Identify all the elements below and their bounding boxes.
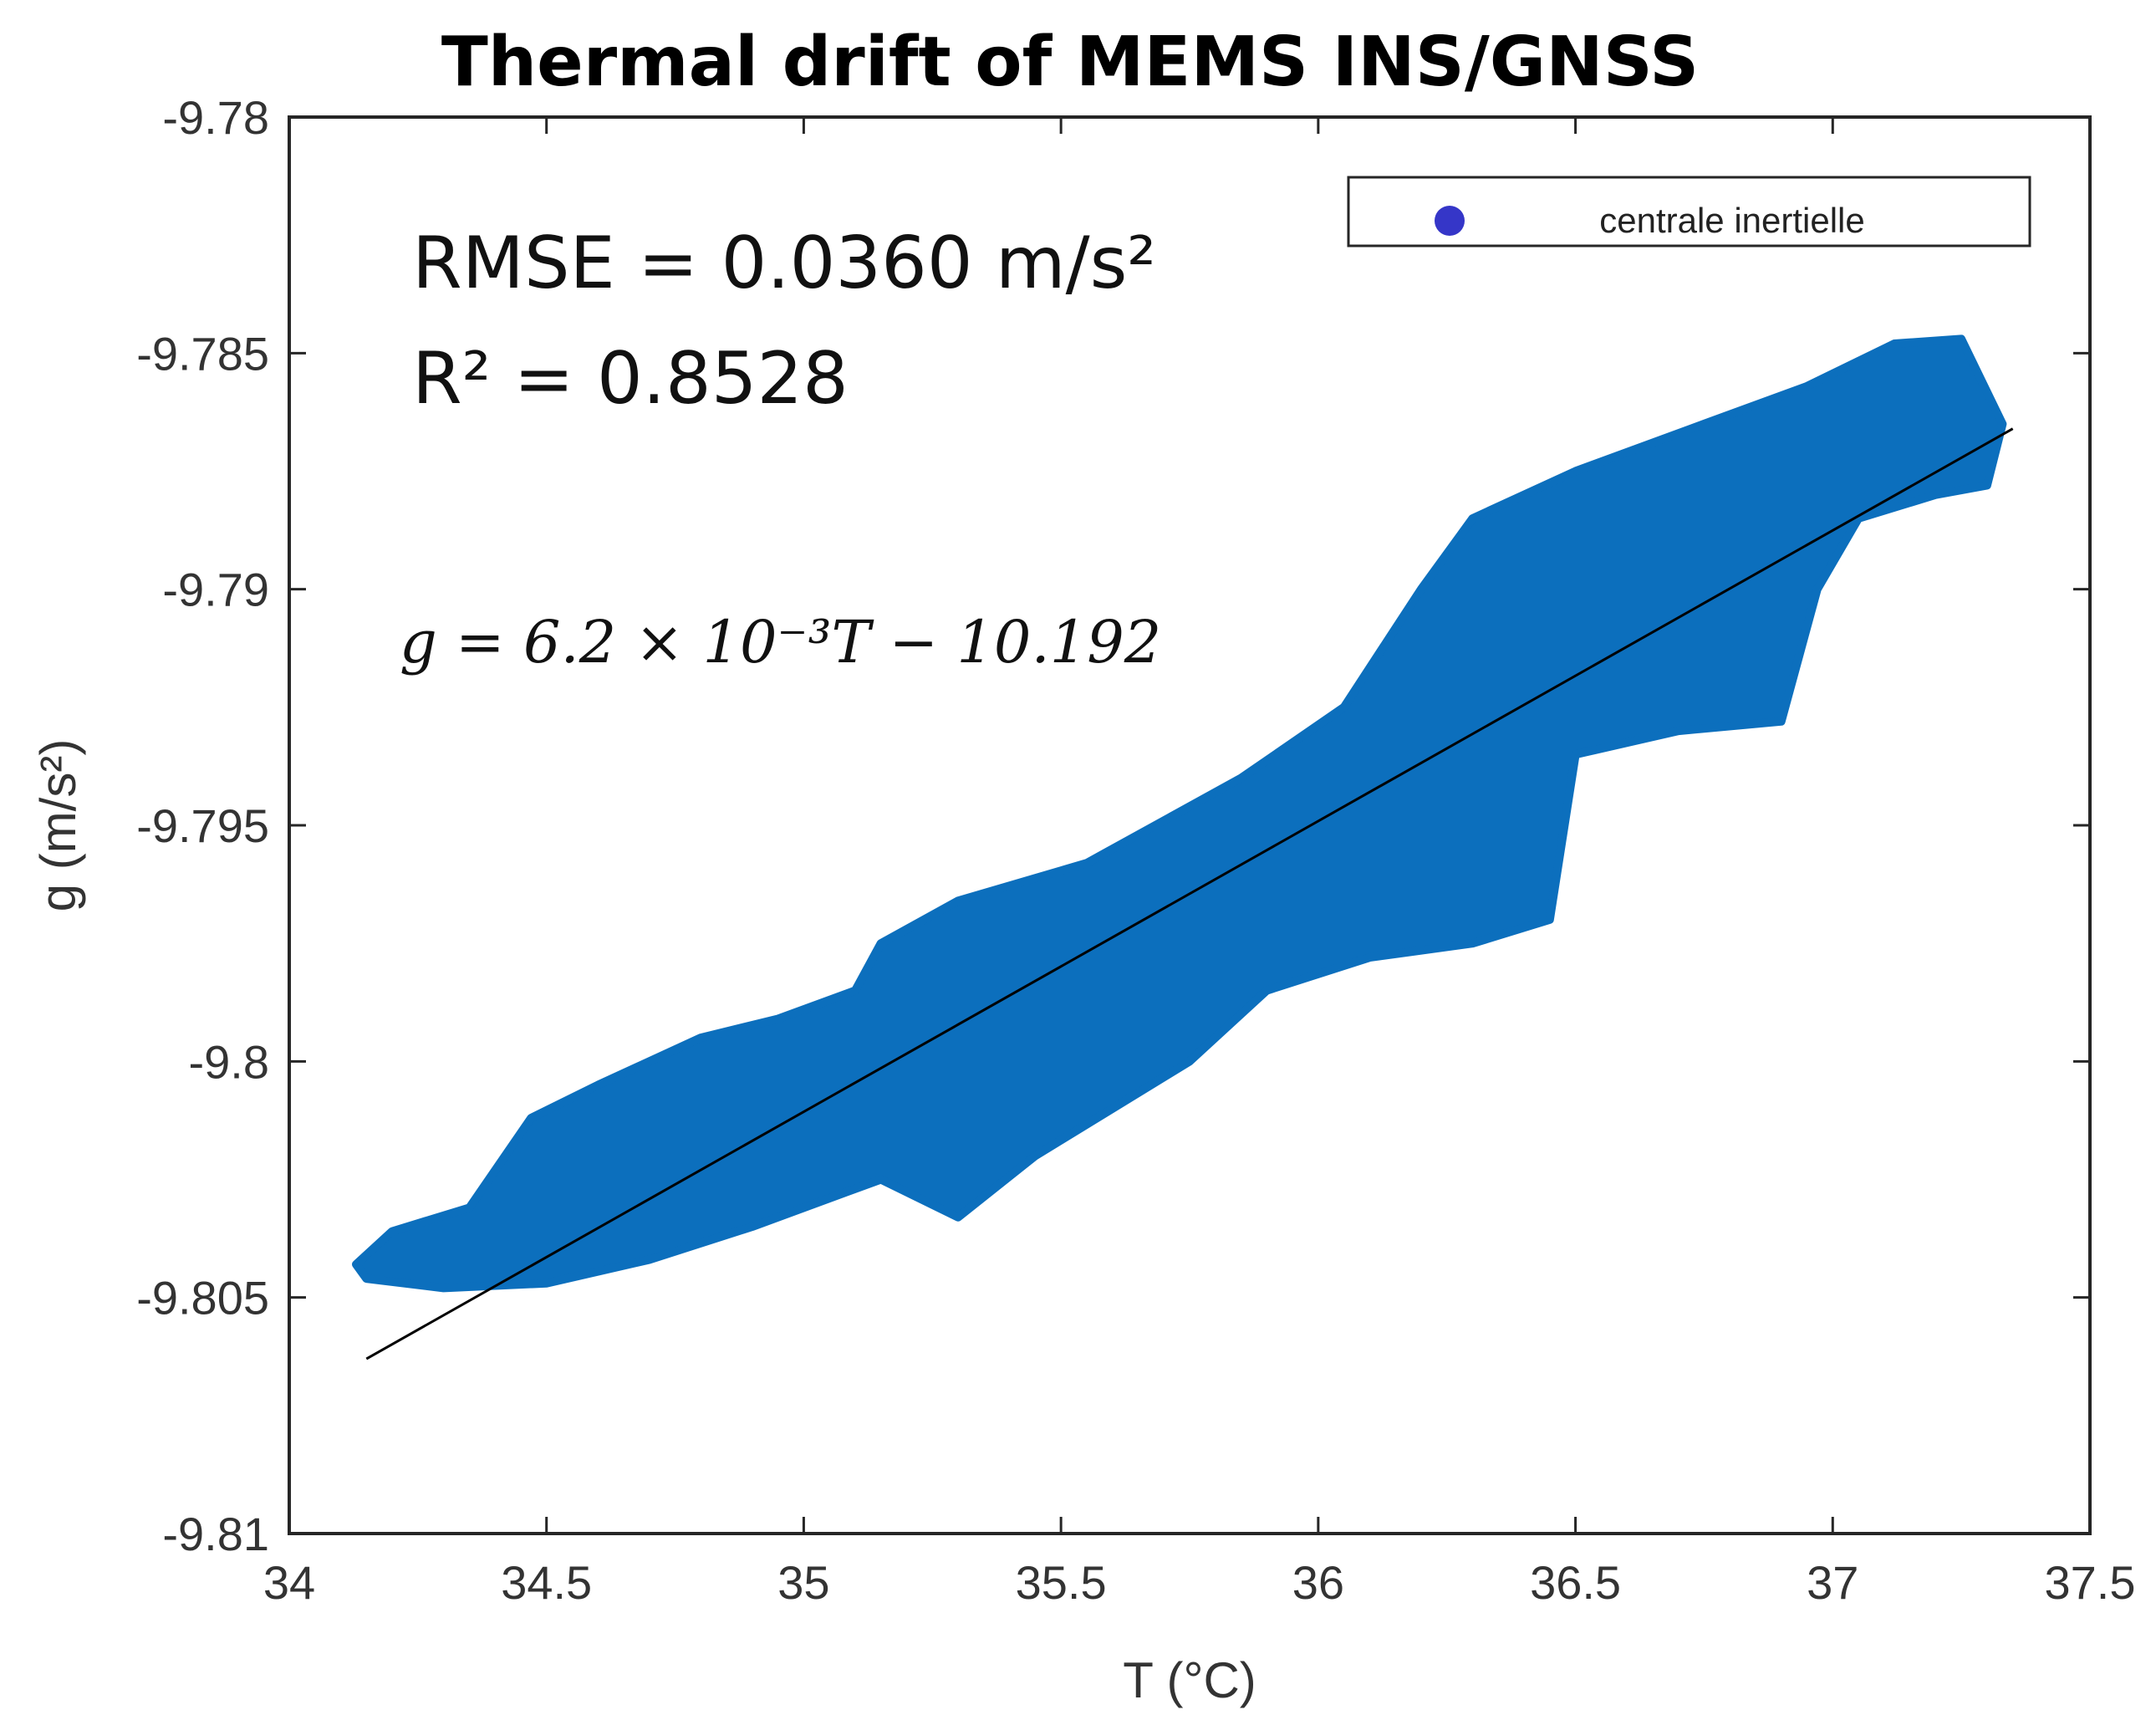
y-tick-label: -9.78: [162, 91, 269, 144]
x-axis-label: T (°C): [1123, 1652, 1256, 1708]
y-axis-label: g (m/s²): [30, 739, 86, 912]
x-tick-label: 34: [263, 1556, 315, 1609]
y-tick-label: -9.795: [136, 799, 269, 852]
fit-equation: g = 6.2 × 10⁻³T − 10.192: [400, 608, 1161, 676]
plot-area-frame: [288, 115, 2092, 1535]
y-tick-label: -9.8: [189, 1035, 270, 1088]
fit-line-group: [365, 427, 2014, 1360]
x-tick-label: 35: [777, 1556, 829, 1609]
linear-fit-line: [365, 427, 2014, 1360]
x-tick-label: 36.5: [1530, 1556, 1621, 1609]
x-tick-label: 37: [1807, 1556, 1858, 1609]
chart-title: Thermal drift of MEMS INS/GNSS: [441, 23, 1699, 102]
scatter-cloud: [352, 334, 2007, 1293]
legend-marker: [1435, 206, 1465, 236]
rmse-annotation: RMSE = 0.0360 m/s²: [412, 222, 1156, 305]
axis-ticks: 34 34.5 35 35.5 36 36.5 37 37.5 -9.78 -9.785 -9.79…: [136, 91, 2135, 1609]
legend-entry: centrale inertielle: [1599, 201, 1865, 240]
legend-box: [1347, 176, 2031, 248]
x-tick-label: 37.5: [2045, 1556, 2136, 1609]
x-tick-label: 35.5: [1016, 1556, 1107, 1609]
y-tick-label: -9.79: [162, 564, 269, 616]
y-tick-label: -9.805: [136, 1272, 269, 1325]
y-tick-label: -9.785: [136, 327, 269, 380]
legend: centrale inertielle: [1347, 176, 2031, 248]
x-tick-label: 34.5: [501, 1556, 592, 1609]
y-tick-label: -9.81: [162, 1508, 269, 1560]
x-tick-label: 36: [1292, 1556, 1344, 1609]
scatter-points-region: [352, 334, 2007, 1293]
r2-annotation: R² = 0.8528: [412, 337, 849, 421]
